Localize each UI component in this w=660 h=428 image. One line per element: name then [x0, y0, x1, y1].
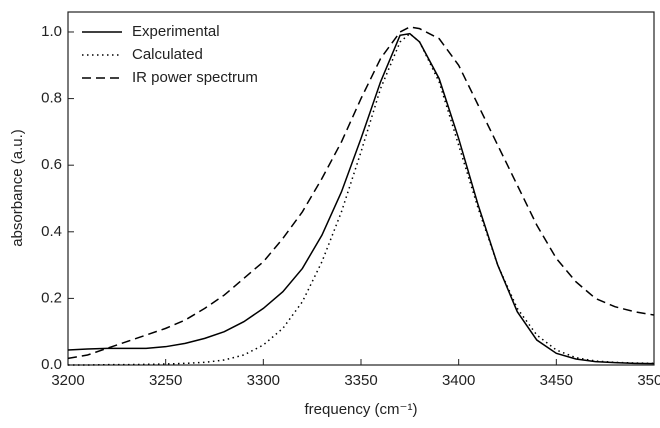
series-line	[68, 32, 655, 366]
y-tick-label: 0.2	[41, 289, 62, 306]
y-tick-label: 0.8	[41, 90, 62, 107]
y-tick-label: 1.0	[41, 23, 62, 40]
legend-label: Experimental	[132, 23, 220, 40]
x-axis-label: frequency (cm⁻¹)	[305, 401, 418, 418]
y-axis-label: absorbance (a.u.)	[9, 129, 26, 247]
y-tick-label: 0.4	[41, 223, 62, 240]
legend-label: IR power spectrum	[132, 69, 258, 86]
x-tick-label: 3350	[344, 372, 377, 389]
x-tick-label: 3200	[51, 372, 84, 389]
x-tick-label: 3400	[442, 372, 475, 389]
plot-frame	[67, 11, 655, 366]
x-tick-label: 3450	[540, 372, 573, 389]
y-tick-label: 0.6	[41, 156, 62, 173]
series-line	[67, 32, 655, 365]
legend-label: Calculated	[132, 46, 203, 63]
x-tick-label: 3300	[247, 372, 280, 389]
x-tick-label: 3250	[149, 372, 182, 389]
y-tick-label: 0.0	[41, 356, 62, 373]
series-line	[67, 26, 655, 360]
